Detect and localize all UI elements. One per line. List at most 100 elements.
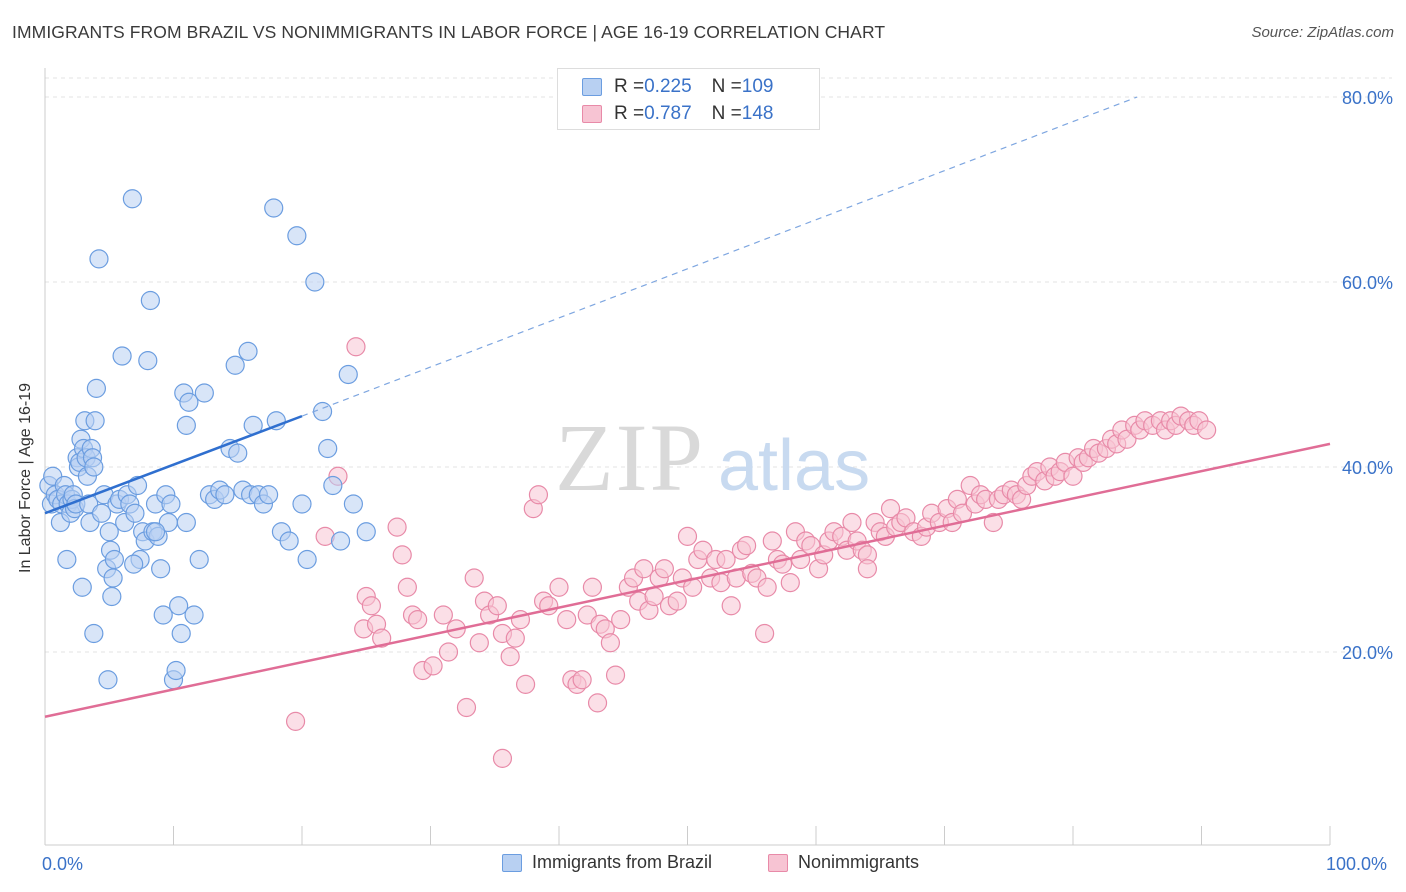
x-axis-label-right: 100.0% xyxy=(1326,854,1388,874)
series-label-brazil: Immigrants from Brazil xyxy=(532,852,713,872)
point-brazil xyxy=(84,457,104,477)
point-nonimmigrant xyxy=(456,697,477,718)
point-nonimmigrant xyxy=(587,693,608,713)
point-nonimmigrant xyxy=(716,549,736,570)
point-brazil xyxy=(228,443,248,463)
point-brazil xyxy=(297,549,317,570)
trend-lines xyxy=(44,96,1331,718)
point-nonimmigrant xyxy=(361,596,381,616)
legend-n-value: 148 xyxy=(741,103,774,124)
point-brazil xyxy=(179,392,199,412)
point-nonimmigrant xyxy=(605,665,626,685)
point-brazil xyxy=(176,512,196,533)
legend-row-brazil: R = 0.225 N = 109 xyxy=(582,75,773,99)
y-tick-label: 60.0% xyxy=(1342,273,1393,293)
series-legend-brazil: Immigrants from Brazil xyxy=(502,852,712,873)
legend-r-value: 0.787 xyxy=(644,103,692,124)
series-legend-nonimmigrants: Nonimmigrants xyxy=(768,852,919,873)
point-brazil xyxy=(323,475,343,496)
point-nonimmigrant xyxy=(492,748,513,768)
point-nonimmigrant xyxy=(469,633,489,653)
point-brazil xyxy=(238,341,258,361)
point-nonimmigrant xyxy=(408,610,428,630)
point-nonimmigrant xyxy=(500,647,520,667)
point-nonimmigrant xyxy=(487,596,507,616)
legend-r-value: 0.225 xyxy=(644,76,692,97)
point-nonimmigrant xyxy=(757,577,777,597)
point-brazil xyxy=(356,522,376,542)
legend-swatch-brazil xyxy=(582,78,602,96)
point-nonimmigrant xyxy=(392,545,412,565)
trend-line-nonimmigrants xyxy=(44,442,1331,718)
point-nonimmigrant xyxy=(842,512,862,533)
watermark: ZIP atlas xyxy=(555,404,870,511)
legend-row-nonimmigrants: R = 0.787 N = 148 xyxy=(582,102,773,126)
point-brazil xyxy=(89,249,109,269)
point-nonimmigrant xyxy=(397,577,417,597)
series-swatch-nonimmigrants xyxy=(768,853,788,872)
point-nonimmigrant xyxy=(754,623,775,644)
series-label-nonimmigrants: Nonimmigrants xyxy=(798,852,920,872)
y-tick-labels: 20.0% 40.0% 60.0% 80.0% xyxy=(1342,88,1393,663)
point-brazil xyxy=(138,351,158,371)
point-brazil xyxy=(343,494,363,514)
point-nonimmigrant xyxy=(582,577,603,597)
point-nonimmigrant xyxy=(654,559,674,579)
point-brazil xyxy=(312,401,333,422)
legend-n-label: N = xyxy=(711,76,742,97)
point-brazil xyxy=(57,549,77,570)
stats-legend: R = 0.225 N = 109 R = 0.787 N = 148 xyxy=(557,68,820,130)
point-nonimmigrant xyxy=(557,610,577,630)
trend-line-brazil-extension xyxy=(301,96,1138,417)
point-brazil xyxy=(194,383,214,403)
point-nonimmigrant xyxy=(285,711,306,731)
point-brazil xyxy=(151,559,171,579)
point-brazil xyxy=(140,290,160,311)
point-brazil xyxy=(86,378,107,398)
points-brazil xyxy=(39,189,376,690)
source-credit: Source: ZipAtlas.com xyxy=(1251,24,1394,41)
y-tick-label: 80.0% xyxy=(1342,88,1393,108)
chart-title: IMMIGRANTS FROM BRAZIL VS NONIMMIGRANTS … xyxy=(12,22,886,42)
trend-line-brazil xyxy=(44,414,303,515)
point-nonimmigrant xyxy=(505,628,525,648)
point-brazil xyxy=(176,415,196,435)
legend-swatch-nonimmigrants xyxy=(582,105,602,123)
point-brazil xyxy=(338,364,358,385)
point-brazil xyxy=(225,355,245,375)
point-brazil xyxy=(171,623,191,644)
point-brazil xyxy=(91,503,112,523)
point-brazil xyxy=(85,411,105,431)
point-nonimmigrant xyxy=(737,536,757,556)
x-axis-label-left: 0.0% xyxy=(42,854,84,874)
point-nonimmigrant xyxy=(611,610,631,630)
legend-r-label: R = xyxy=(614,103,645,124)
point-brazil xyxy=(184,605,204,625)
y-tick-label: 20.0% xyxy=(1342,643,1393,663)
point-brazil xyxy=(103,568,123,588)
point-brazil xyxy=(215,485,235,505)
point-brazil xyxy=(292,494,312,514)
watermark-atlas: atlas xyxy=(718,426,870,506)
point-brazil xyxy=(318,438,338,459)
point-nonimmigrant xyxy=(528,485,549,505)
series-swatch-brazil xyxy=(502,853,522,872)
point-brazil xyxy=(189,549,209,570)
point-nonimmigrant xyxy=(880,499,901,519)
point-nonimmigrant xyxy=(387,517,407,537)
point-brazil xyxy=(264,198,284,218)
point-nonimmigrant xyxy=(577,605,597,625)
point-brazil xyxy=(98,670,118,690)
point-brazil xyxy=(84,623,104,644)
point-brazil xyxy=(287,226,307,246)
point-brazil xyxy=(258,485,279,505)
legend-n-label: N = xyxy=(711,103,742,124)
point-brazil xyxy=(102,586,122,607)
point-brazil xyxy=(124,554,144,574)
point-brazil xyxy=(112,346,132,366)
point-brazil xyxy=(72,577,92,597)
point-brazil xyxy=(279,531,299,551)
point-brazil xyxy=(125,503,145,523)
point-brazil xyxy=(153,605,173,625)
